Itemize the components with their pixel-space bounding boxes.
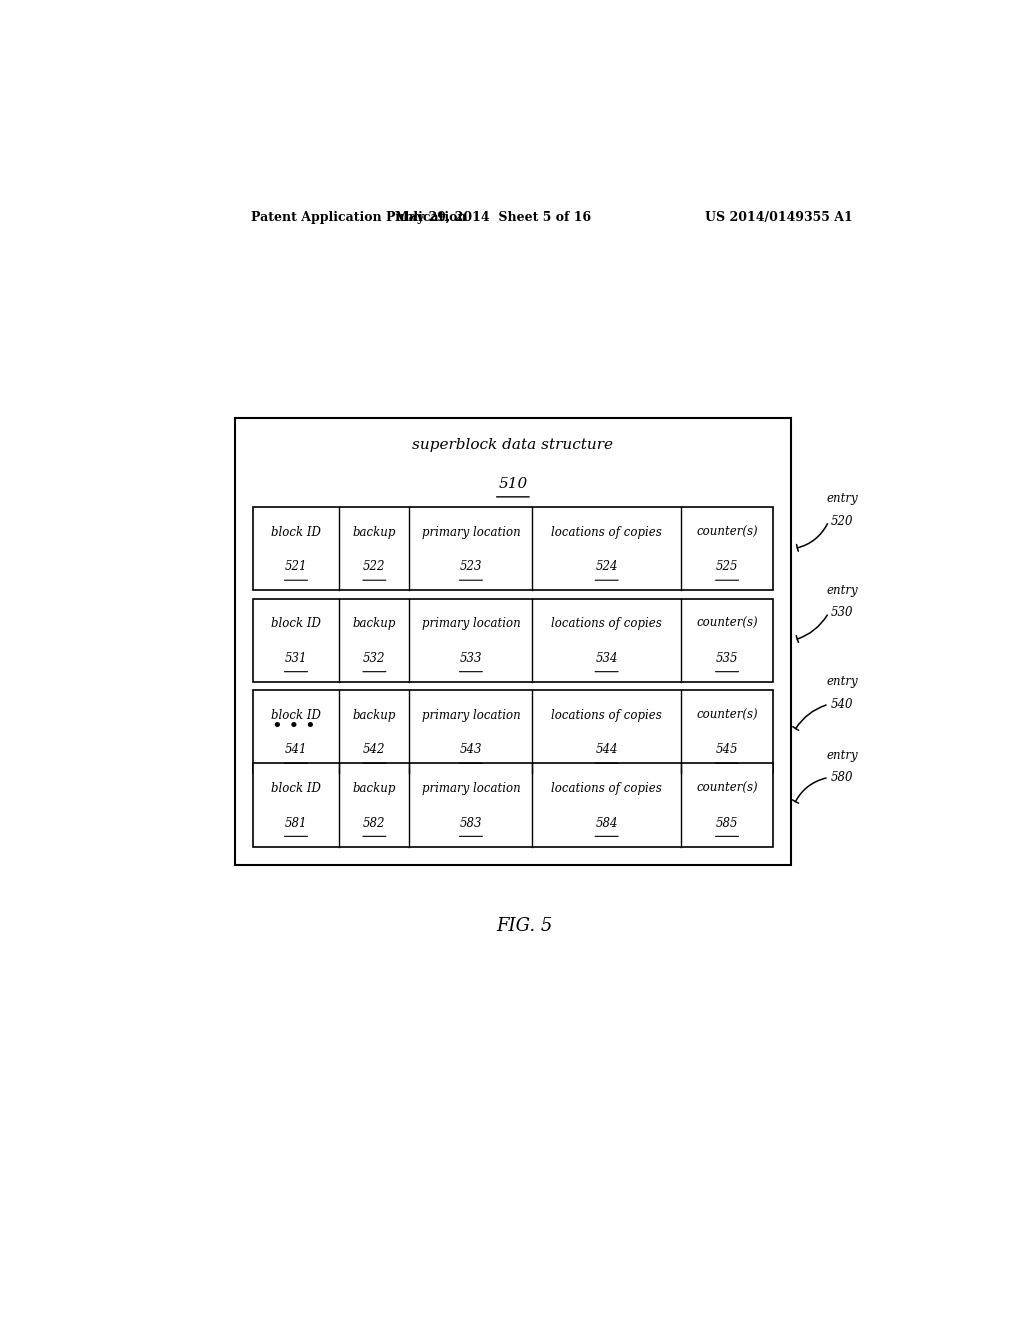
Text: backup: backup — [352, 618, 396, 631]
Text: primary location: primary location — [422, 709, 520, 722]
Text: block ID: block ID — [271, 525, 321, 539]
Text: locations of copies: locations of copies — [551, 709, 663, 722]
Text: block ID: block ID — [271, 618, 321, 631]
Text: 533: 533 — [460, 652, 482, 665]
Text: block ID: block ID — [271, 709, 321, 722]
Text: 522: 522 — [364, 561, 386, 573]
Text: counter(s): counter(s) — [696, 618, 758, 631]
Bar — [253, 690, 773, 774]
Bar — [253, 763, 773, 846]
Text: 531: 531 — [285, 652, 307, 665]
Text: 541: 541 — [285, 743, 307, 756]
Text: 532: 532 — [364, 652, 386, 665]
Text: May 29, 2014  Sheet 5 of 16: May 29, 2014 Sheet 5 of 16 — [395, 211, 591, 224]
Text: primary location: primary location — [422, 781, 520, 795]
Text: counter(s): counter(s) — [696, 525, 758, 539]
Text: counter(s): counter(s) — [696, 781, 758, 795]
Text: FIG. 5: FIG. 5 — [497, 917, 553, 935]
Text: entry: entry — [826, 748, 858, 762]
Text: primary location: primary location — [422, 618, 520, 631]
Text: 544: 544 — [595, 743, 617, 756]
Text: 510: 510 — [499, 477, 527, 491]
Bar — [253, 507, 773, 590]
Text: backup: backup — [352, 525, 396, 539]
Text: entry: entry — [826, 492, 858, 506]
Text: counter(s): counter(s) — [696, 709, 758, 722]
Text: 524: 524 — [595, 561, 617, 573]
Text: 583: 583 — [460, 817, 482, 830]
Text: Patent Application Publication: Patent Application Publication — [251, 211, 467, 224]
Text: backup: backup — [352, 709, 396, 722]
Text: • • •: • • • — [272, 718, 316, 735]
Text: entry: entry — [826, 583, 858, 597]
Text: US 2014/0149355 A1: US 2014/0149355 A1 — [705, 211, 853, 224]
Text: 545: 545 — [716, 743, 738, 756]
Text: 581: 581 — [285, 817, 307, 830]
Text: 542: 542 — [364, 743, 386, 756]
Text: 543: 543 — [460, 743, 482, 756]
Text: 582: 582 — [364, 817, 386, 830]
Text: 540: 540 — [831, 698, 853, 710]
Text: 521: 521 — [285, 561, 307, 573]
Text: 534: 534 — [595, 652, 617, 665]
Bar — [253, 598, 773, 682]
Text: 520: 520 — [831, 515, 853, 528]
Text: 584: 584 — [595, 817, 617, 830]
Text: locations of copies: locations of copies — [551, 781, 663, 795]
Text: entry: entry — [826, 676, 858, 688]
Text: block ID: block ID — [271, 781, 321, 795]
Text: 585: 585 — [716, 817, 738, 830]
Text: superblock data structure: superblock data structure — [413, 438, 613, 451]
Text: 525: 525 — [716, 561, 738, 573]
Text: 530: 530 — [831, 606, 853, 619]
Bar — [236, 417, 791, 865]
Text: backup: backup — [352, 781, 396, 795]
Text: locations of copies: locations of copies — [551, 618, 663, 631]
Text: 523: 523 — [460, 561, 482, 573]
Text: 535: 535 — [716, 652, 738, 665]
Text: locations of copies: locations of copies — [551, 525, 663, 539]
Text: primary location: primary location — [422, 525, 520, 539]
Text: 580: 580 — [831, 771, 853, 784]
